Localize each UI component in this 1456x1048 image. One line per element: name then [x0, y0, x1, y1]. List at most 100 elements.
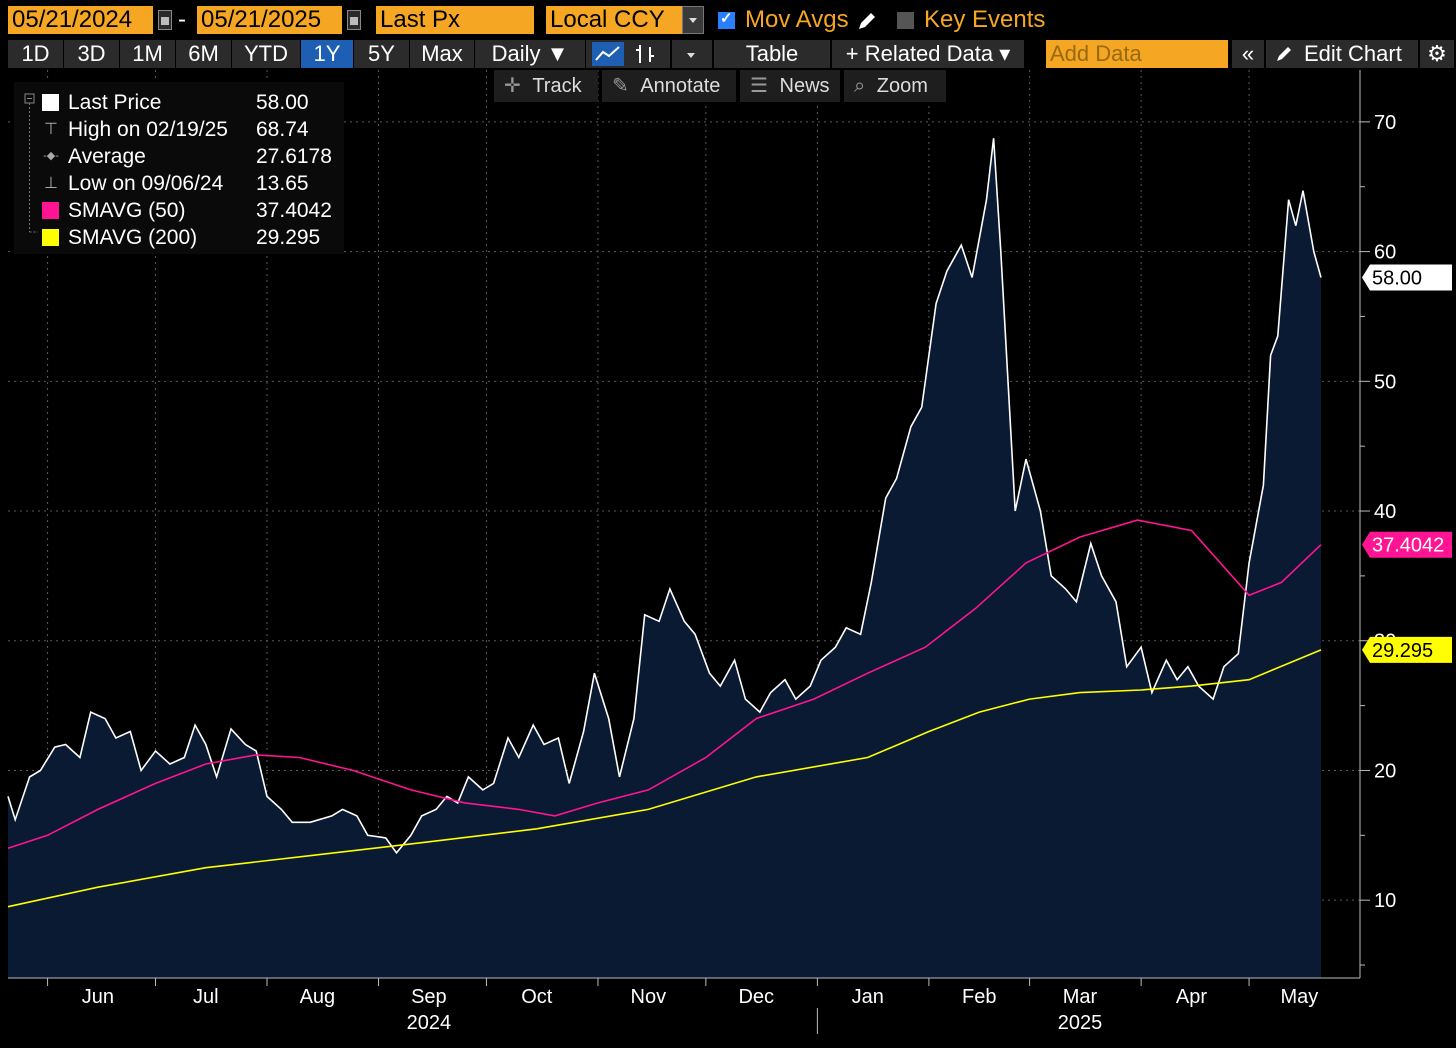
x-month-label: Apr	[1176, 986, 1207, 1008]
price-tag-bg	[1362, 636, 1452, 663]
gear-icon[interactable]: ⚙	[1420, 40, 1454, 68]
line-chart-icon[interactable]	[592, 42, 624, 66]
start-date-input[interactable]: 05/21/2024	[8, 6, 153, 34]
period-1d[interactable]: 1D	[8, 40, 63, 68]
key-events-checkbox[interactable]	[897, 12, 914, 29]
related-data-button[interactable]: + Related Data ▾	[832, 40, 1024, 68]
legend-tree-lines	[24, 93, 38, 233]
key-events-label[interactable]: Key Events	[924, 6, 1046, 33]
edit-chart-button[interactable]: Edit Chart	[1266, 40, 1418, 68]
low-marker-icon: ⊥	[44, 175, 58, 192]
legend-value: 27.6178	[256, 145, 332, 168]
end-date-input[interactable]: 05/21/2025	[197, 6, 342, 34]
currency-select[interactable]: Local CCY	[546, 6, 682, 34]
axes: 10203040506070JunJulAugSepOctNovDecJanFe…	[8, 70, 1452, 1034]
legend-name: SMAVG (50)	[68, 199, 186, 222]
smavg-50-line	[7, 519, 1322, 850]
toolbar-row-2: 1D 3D 1M 6M YTD 1Y 5Y Max Daily ▼ Table …	[0, 40, 1456, 68]
crosshair-icon: ✛	[504, 75, 521, 97]
legend-name: Last Price	[68, 91, 162, 114]
price-tag-bg	[1362, 531, 1452, 558]
toolbar-row-1: 05/21/2024 - 05/21/2025 Last Px Local CC…	[0, 0, 1456, 40]
legend-swatch	[42, 229, 59, 246]
x-month-label: May	[1281, 986, 1319, 1008]
x-month-label: Dec	[738, 986, 774, 1008]
mov-avgs-label[interactable]: Mov Avgs	[745, 6, 849, 33]
legend-name: Average	[68, 145, 146, 168]
calendar-icon[interactable]	[158, 10, 172, 30]
last-price-tag: 58.00	[1362, 264, 1452, 291]
chevron-down-icon	[687, 53, 695, 58]
annotate-button[interactable]: ✎ Annotate	[602, 70, 736, 102]
bar-chart-icon[interactable]	[632, 42, 660, 66]
legend-value: 37.4042	[256, 199, 332, 222]
y-tick-label: 40	[1374, 501, 1396, 523]
y-tick-label: 70	[1374, 112, 1396, 134]
pencil-icon: ✎	[612, 75, 629, 97]
news-button[interactable]: ☰ News	[740, 70, 840, 102]
price-tag-bg	[1362, 264, 1452, 291]
smavg-200-tag: 29.295	[1362, 636, 1452, 663]
price-tag-label: 58.00	[1372, 268, 1422, 290]
zoom-button[interactable]: ⌕ Zoom	[844, 70, 946, 102]
add-data-input[interactable]: Add Data	[1046, 40, 1228, 68]
annotate-label: Annotate	[640, 75, 721, 97]
x-month-label: Jan	[852, 986, 884, 1008]
field-select[interactable]: Last Px	[376, 6, 534, 34]
price-tag-label: 37.4042	[1372, 535, 1444, 557]
magnifier-icon: ⌕	[854, 75, 866, 97]
legend-value: 29.295	[256, 226, 321, 249]
x-month-label: Jul	[193, 986, 219, 1008]
mov-avgs-checkbox[interactable]	[718, 9, 735, 29]
period-ytd[interactable]: YTD	[232, 40, 300, 68]
period-max[interactable]: Max	[410, 40, 474, 68]
frequency-select[interactable]: Daily ▼	[475, 40, 585, 68]
x-year-label: 2024	[407, 1012, 452, 1034]
period-5y[interactable]: 5Y	[354, 40, 409, 68]
high-marker-icon: ⊤	[44, 121, 58, 138]
legend-name: SMAVG (200)	[68, 226, 198, 249]
pencil-icon	[1277, 47, 1291, 61]
legend-value: 68.74	[256, 118, 309, 141]
x-month-label: Nov	[631, 986, 667, 1008]
pencil-icon[interactable]	[856, 10, 878, 32]
smavg-50-tag: 37.4042	[1362, 531, 1452, 558]
x-month-label: Jun	[82, 986, 114, 1008]
double-chevron-left-icon[interactable]: «	[1232, 40, 1264, 68]
x-month-label: Aug	[300, 986, 336, 1008]
legend-name: High on 02/19/25	[68, 118, 228, 141]
period-1m[interactable]: 1M	[120, 40, 175, 68]
legend[interactable]: Last Price 58.00 ⊤ High on 02/19/25 68.7…	[14, 82, 344, 254]
x-month-label: Feb	[962, 986, 996, 1008]
period-1y[interactable]: 1Y	[301, 40, 353, 68]
legend-swatch	[42, 94, 59, 111]
price-line	[7, 138, 1322, 855]
x-year-label: 2025	[1058, 1012, 1103, 1034]
track-label: Track	[532, 75, 582, 97]
x-month-label: Mar	[1063, 986, 1098, 1008]
period-3d[interactable]: 3D	[64, 40, 119, 68]
track-button[interactable]: ✛ Track	[494, 70, 598, 102]
y-tick-label: 60	[1374, 242, 1396, 264]
x-month-label: Oct	[521, 986, 553, 1008]
smavg-200-line	[7, 649, 1322, 908]
y-tick-label: 50	[1374, 371, 1396, 393]
calendar-icon[interactable]	[347, 10, 361, 30]
news-label: News	[779, 75, 830, 97]
date-separator: -	[178, 6, 186, 33]
chart-type-group	[586, 40, 670, 68]
chevron-down-icon[interactable]	[682, 6, 704, 34]
x-month-label: Sep	[411, 986, 447, 1008]
period-6m[interactable]: 6M	[176, 40, 231, 68]
legend-name: Low on 09/06/24	[68, 172, 224, 195]
list-icon: ☰	[750, 75, 768, 97]
price-tag-label: 29.295	[1372, 640, 1433, 662]
legend-value: 58.00	[256, 91, 309, 114]
legend-swatch	[42, 202, 59, 219]
series-layer	[7, 138, 1322, 978]
table-button[interactable]: Table	[714, 40, 830, 68]
chart-type-dropdown[interactable]	[672, 40, 712, 68]
zoom-label: Zoom	[876, 75, 928, 97]
y-tick-label: 20	[1374, 760, 1396, 782]
